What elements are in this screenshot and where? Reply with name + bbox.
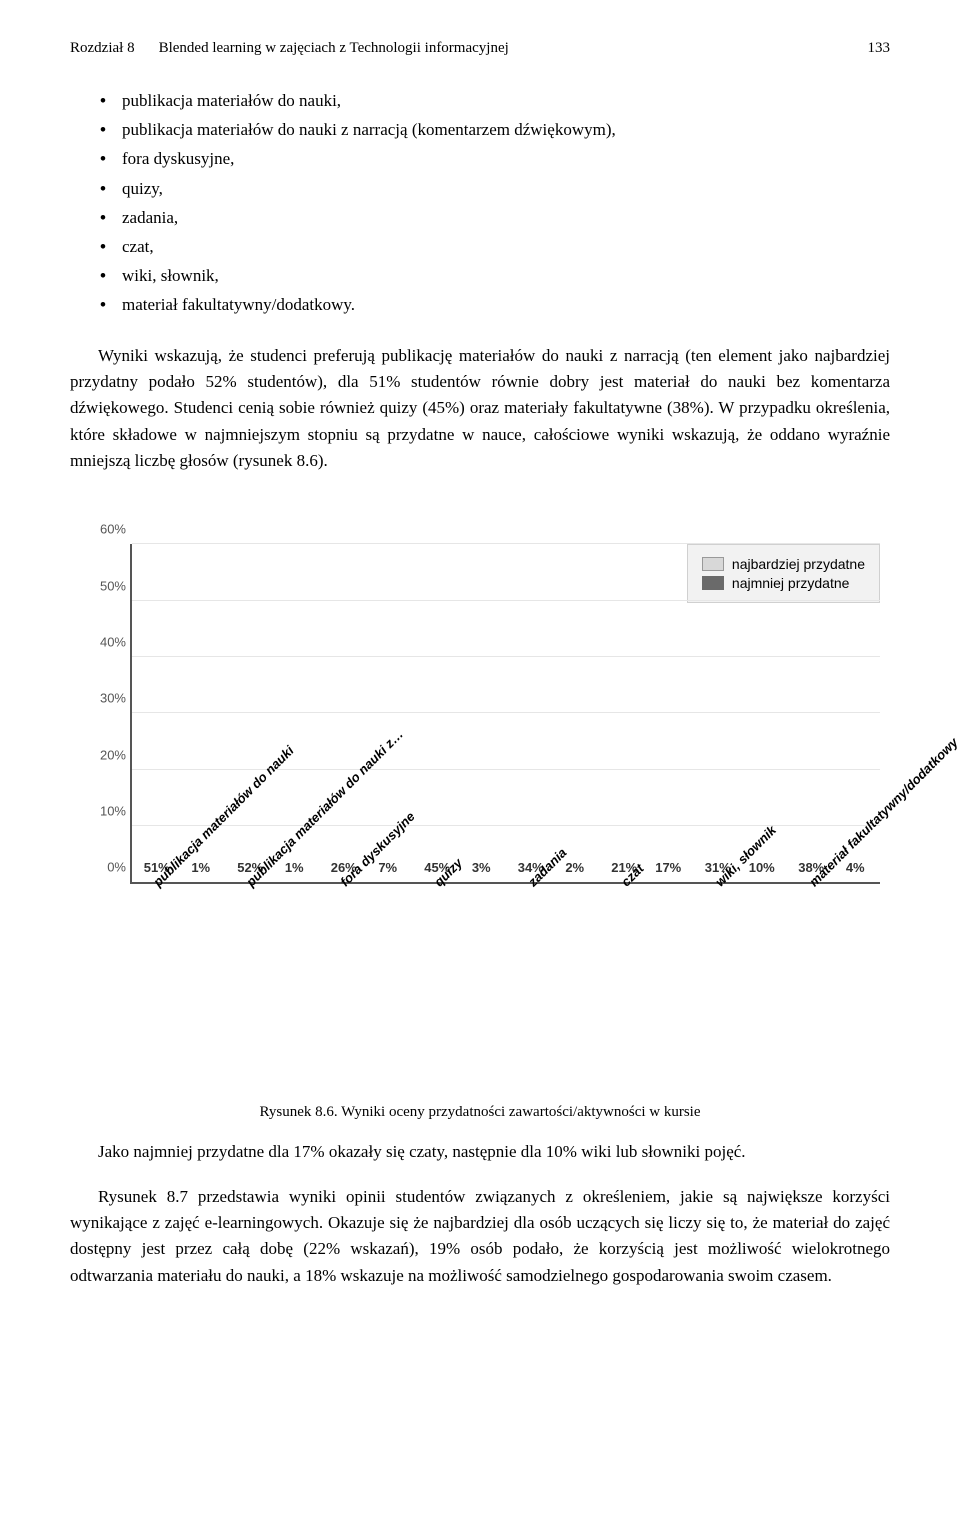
chapter-label: Rozdział 8 <box>70 40 135 57</box>
y-tick: 40% <box>100 634 126 649</box>
body-paragraph: Rysunek 8.7 przedstawia wyniki opinii st… <box>70 1184 890 1289</box>
bullet-list: publikacja materiałów do nauki, publikac… <box>100 87 890 319</box>
body-paragraph: Jako najmniej przydatne dla 17% okazały … <box>70 1139 890 1165</box>
page-header: Rozdział 8 Blended learning w zajęciach … <box>70 40 890 57</box>
y-tick: 10% <box>100 803 126 818</box>
page-number: 133 <box>868 40 891 57</box>
list-item: materiał fakultatywny/dodatkowy. <box>100 291 890 318</box>
y-tick: 60% <box>100 522 126 537</box>
y-tick: 50% <box>100 578 126 593</box>
y-tick: 30% <box>100 691 126 706</box>
list-item: wiki, słownik, <box>100 262 890 289</box>
list-item: zadania, <box>100 204 890 231</box>
body-paragraph: Wyniki wskazują, że studenci preferują p… <box>70 343 890 475</box>
list-item: publikacja materiałów do nauki, <box>100 87 890 114</box>
chapter-title: Blended learning w zajęciach z Technolog… <box>159 40 509 57</box>
list-item: czat, <box>100 233 890 260</box>
list-item: publikacja materiałów do nauki z narracj… <box>100 116 890 143</box>
x-axis-labels: publikacja materiałów do naukipublikacja… <box>130 884 880 1084</box>
bar-chart: najbardziej przydatne najmniej przydatne… <box>70 544 890 1084</box>
y-tick: 0% <box>107 860 126 875</box>
list-item: fora dyskusyjne, <box>100 145 890 172</box>
y-tick: 20% <box>100 747 126 762</box>
list-item: quizy, <box>100 175 890 202</box>
figure-caption: Rysunek 8.6. Wyniki oceny przydatności z… <box>70 1104 890 1121</box>
y-axis: 0%10%20%30%40%50%60% <box>72 544 132 882</box>
